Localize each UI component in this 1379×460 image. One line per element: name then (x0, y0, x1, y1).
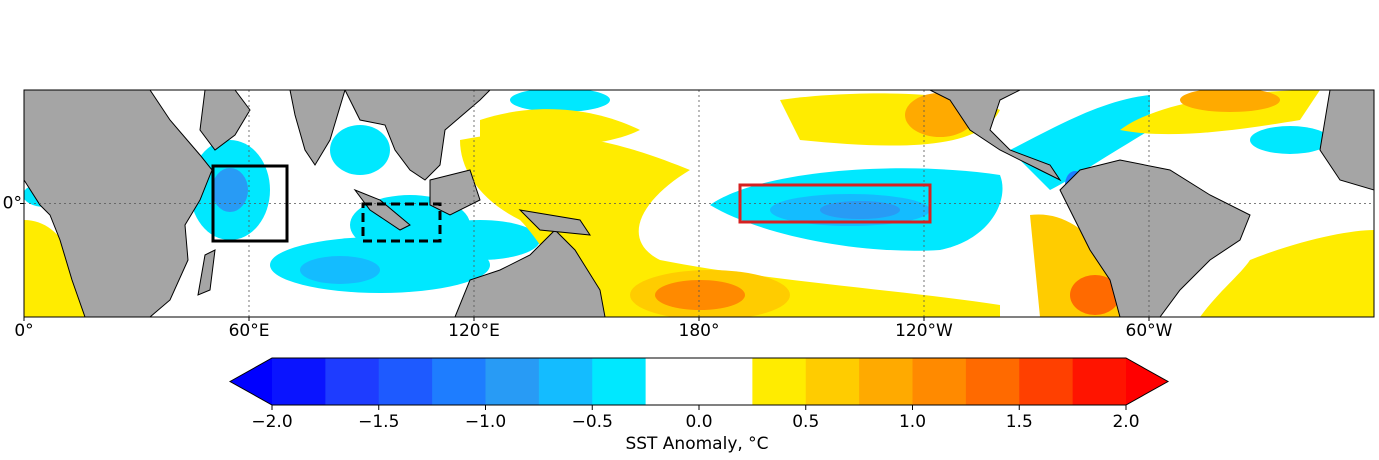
anomaly-blob (1250, 126, 1330, 154)
land-west-africa (1319, 90, 1374, 191)
x-tick-label: 120°W (895, 321, 953, 341)
anomaly-blob (1200, 230, 1374, 317)
land-north-america (929, 90, 1062, 182)
colorbar-bin (965, 358, 1020, 405)
colorbar-bin (592, 358, 647, 405)
colorbar-bin (859, 358, 913, 405)
x-tick-label: 60°W (1126, 321, 1173, 341)
anomaly-blob (820, 201, 900, 219)
colorbar-bin (485, 358, 540, 405)
colorbar-over (1126, 358, 1168, 405)
region-box-red (738, 183, 932, 224)
anomaly-blob (24, 220, 90, 317)
anomaly-blob (1070, 275, 1120, 315)
colorbar-label: SST Anomaly, °C (625, 434, 768, 454)
colorbar-bin (272, 358, 326, 405)
land-asia (344, 90, 491, 181)
colorbar-tick-label: 0.5 (792, 412, 819, 432)
colorbar-bin (752, 358, 807, 405)
region-box (211, 164, 289, 243)
colorbar-tick-label: −0.5 (572, 412, 613, 432)
land-india (289, 90, 346, 166)
colorbar-bin (699, 358, 753, 405)
land-borneo (429, 169, 481, 216)
colorbar-tick-label: 0.0 (685, 412, 712, 432)
anomaly-blob (330, 125, 390, 175)
colorbar-bin (1072, 358, 1127, 405)
anomaly-blob (460, 133, 1000, 317)
colorbar-bin (1019, 358, 1074, 405)
land-arabia (199, 90, 251, 151)
colorbar-bin (432, 358, 486, 405)
colorbar-bin (325, 358, 380, 405)
colorbar-bin (538, 358, 593, 405)
colorbar-tick-label: −1.0 (465, 412, 506, 432)
land-madagascar (197, 249, 216, 296)
colorbar-tick-label: 1.0 (899, 412, 926, 432)
anomaly-blob (300, 256, 380, 284)
anomaly-blob (480, 109, 640, 147)
colorbar-bin (912, 358, 967, 405)
grid (24, 90, 1374, 317)
y-tick-label: 0° (3, 194, 22, 214)
anomaly-blob (212, 168, 248, 212)
anomaly-blob (510, 90, 610, 112)
colorbar-tick-label: −2.0 (251, 412, 292, 432)
colorbar-bin (378, 358, 433, 405)
x-tick-label: 180° (679, 321, 720, 341)
land-new-guinea (518, 209, 592, 236)
anomaly-blob (420, 220, 540, 260)
land-sumatra (353, 188, 411, 231)
colorbar-under (230, 358, 272, 405)
x-tick-label: 0° (14, 321, 33, 341)
x-tick-label: 120°E (448, 321, 500, 341)
colorbar-bin (805, 358, 860, 405)
colorbar-bin (645, 358, 700, 405)
x-tick-label: 60°E (229, 321, 270, 341)
anomaly-blob (1180, 90, 1280, 112)
colorbar-tick-label: −1.5 (358, 412, 399, 432)
land-africa (24, 90, 213, 317)
land-south-america (1059, 159, 1251, 317)
anomaly-blob (655, 280, 745, 310)
colorbar-tick-label: 1.5 (1006, 412, 1033, 432)
colorbar-tick-label: 2.0 (1112, 412, 1139, 432)
